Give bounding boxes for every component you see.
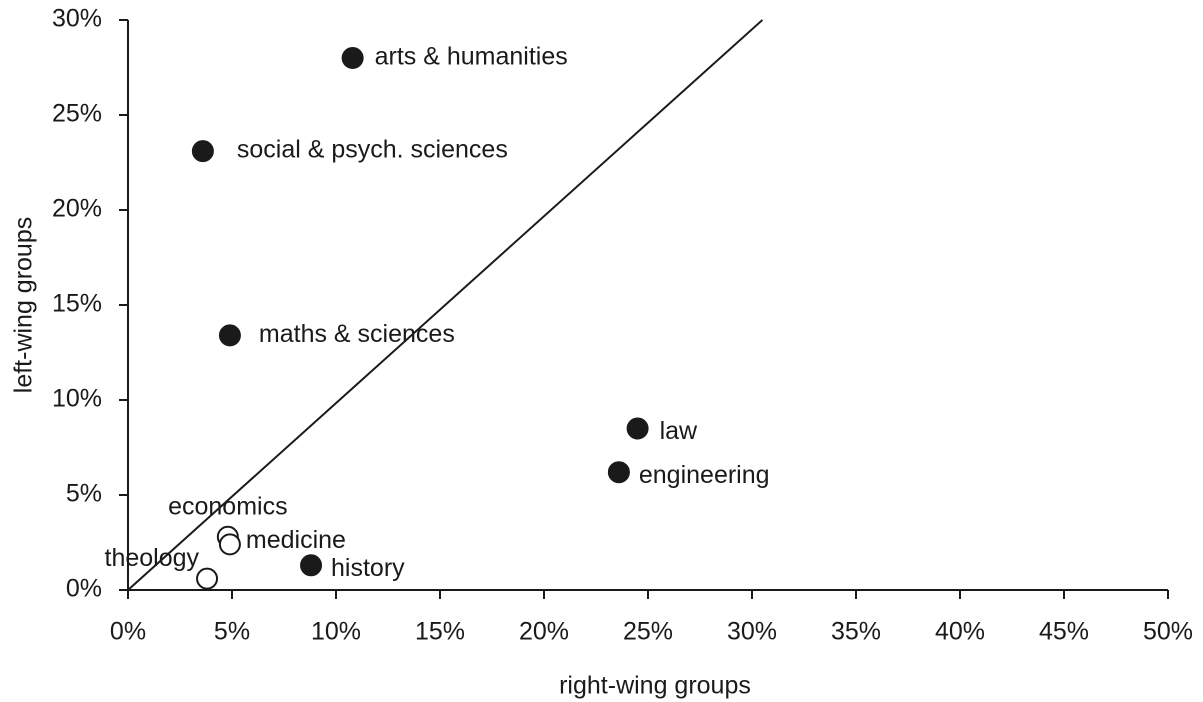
x-tick-label: 45% <box>1039 618 1089 646</box>
point <box>218 533 241 556</box>
point <box>607 461 630 484</box>
point-label: economics <box>168 492 288 520</box>
x-tick-label: 0% <box>110 618 146 646</box>
y-tick-label: 0% <box>66 575 102 603</box>
point-label: medicine <box>246 526 346 554</box>
x-tick-label: 40% <box>935 618 985 646</box>
point-label: engineering <box>639 461 770 489</box>
point-label: social & psych. sciences <box>237 136 508 164</box>
diagonal-line <box>127 19 764 591</box>
y-tick-label: 30% <box>52 5 102 33</box>
x-tick-label: 5% <box>214 618 250 646</box>
x-tick-label: 20% <box>519 618 569 646</box>
x-tick-label: 15% <box>415 618 465 646</box>
point-label: maths & sciences <box>259 320 455 348</box>
x-tick-label: 10% <box>311 618 361 646</box>
y-axis-label: left-wing groups <box>10 217 38 393</box>
point-label: history <box>331 554 405 582</box>
point <box>218 324 241 347</box>
point-label: arts & humanities <box>375 43 568 71</box>
point <box>341 47 364 69</box>
y-tick-label: 20% <box>52 195 102 223</box>
point <box>300 554 323 577</box>
point-label: theology <box>105 544 200 572</box>
x-tick-label: 25% <box>623 618 673 646</box>
point-label: law <box>660 417 698 445</box>
point <box>196 567 219 590</box>
y-tick-label: 15% <box>52 290 102 318</box>
x-axis-label: right-wing groups <box>559 672 751 700</box>
y-tick-label: 5% <box>66 480 102 508</box>
point <box>626 417 649 440</box>
point <box>191 140 214 163</box>
y-tick-label: 10% <box>52 385 102 413</box>
x-tick-label: 50% <box>1143 618 1193 646</box>
x-tick-label: 30% <box>727 618 777 646</box>
x-tick-label: 35% <box>831 618 881 646</box>
y-tick-label: 25% <box>52 100 102 128</box>
